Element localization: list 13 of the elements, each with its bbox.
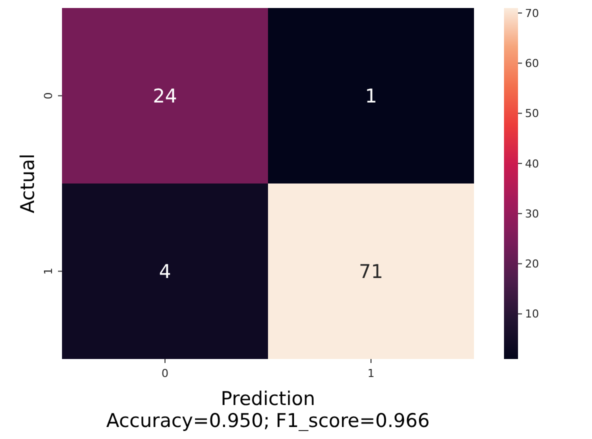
color-bar-label: 10 <box>525 308 539 321</box>
color-bar-label: 20 <box>525 258 539 271</box>
color-bar-label: 50 <box>525 107 539 120</box>
data-label: 4 <box>158 260 172 283</box>
x-axis-title: Prediction <box>220 388 316 410</box>
data-label: 24 <box>152 85 178 108</box>
data-label: 1 <box>364 85 378 108</box>
data-label: 71 <box>358 260 384 283</box>
color-bar-label: 40 <box>525 157 539 170</box>
color-bar-label: 70 <box>525 6 539 20</box>
y-axis-title: Actual <box>17 154 39 214</box>
color-bar-label: 60 <box>525 57 539 70</box>
color-bar-label: 30 <box>525 207 539 220</box>
